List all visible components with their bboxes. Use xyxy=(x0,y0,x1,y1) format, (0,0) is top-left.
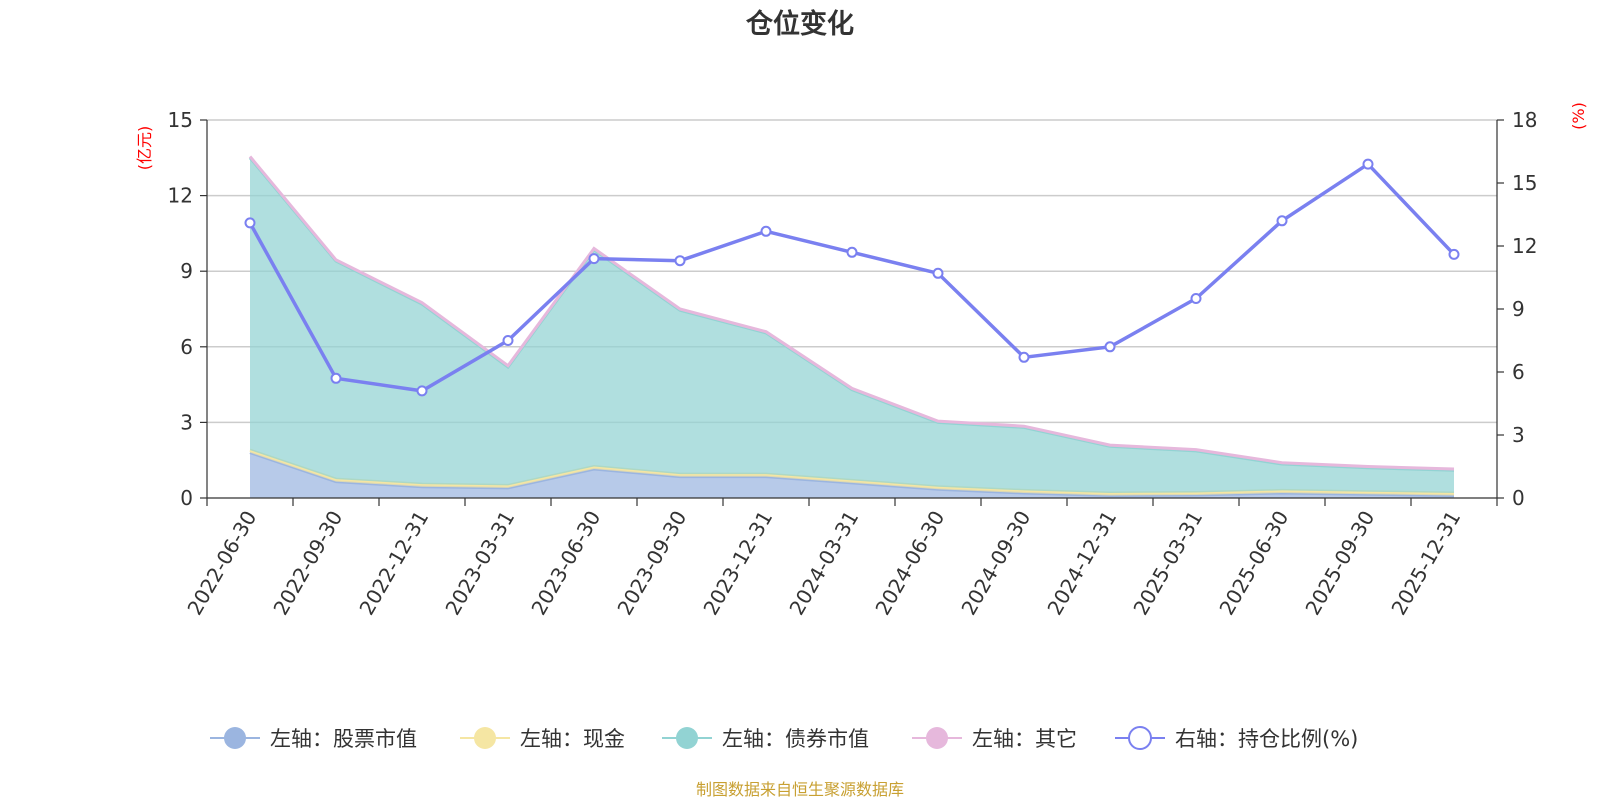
stacked-areas xyxy=(248,155,1455,498)
ratio-point xyxy=(760,225,772,237)
x-axis-tick-label: 2022-12-31 xyxy=(354,507,433,620)
ratio-point xyxy=(674,255,686,267)
legend-marker xyxy=(676,727,698,749)
right-axis-tick-label: 12 xyxy=(1512,234,1537,258)
ratio-point xyxy=(846,246,858,258)
ratio-point xyxy=(932,267,944,279)
x-axis-tick-label: 2025-12-31 xyxy=(1386,507,1465,620)
left-axis-tick-label: 9 xyxy=(180,259,193,283)
ratio-point xyxy=(1018,351,1030,363)
ratio-point xyxy=(416,385,428,397)
legend-label: 左轴：其它 xyxy=(972,727,1077,751)
x-axis-tick-label: 2022-06-30 xyxy=(182,507,261,620)
ratio-point xyxy=(1362,158,1374,170)
data-source-note: 制图数据来自恒生聚源数据库 xyxy=(695,780,904,799)
ratio-point xyxy=(502,335,514,346)
ratio-point xyxy=(244,217,256,229)
ratio-point xyxy=(1104,341,1116,353)
legend-marker xyxy=(474,727,496,749)
left-axis-tick-label: 0 xyxy=(180,486,193,510)
ratio-line-series xyxy=(244,158,1460,397)
x-axis-tick-label: 2025-06-30 xyxy=(1214,507,1293,620)
left-axis-tick-label: 15 xyxy=(168,108,193,132)
right-axis-tick-label: 9 xyxy=(1512,297,1525,321)
area-左轴：股票市值 xyxy=(250,452,1454,498)
legend-label: 左轴：现金 xyxy=(520,727,625,751)
area-左轴：债券市值 xyxy=(250,157,1454,494)
x-axis-tick-label: 2024-09-30 xyxy=(956,507,1035,620)
legend-label: 左轴：股票市值 xyxy=(270,727,417,751)
right-axis-tick-label: 18 xyxy=(1512,108,1537,132)
right-axis-tick-label: 0 xyxy=(1512,486,1525,510)
left-axis-tick-label: 3 xyxy=(180,410,193,434)
chart-title: 仓位变化 xyxy=(746,9,854,40)
legend-label: 左轴：债券市值 xyxy=(722,727,869,751)
ratio-point xyxy=(1276,215,1288,227)
right-axis-tick-label: 15 xyxy=(1512,171,1537,195)
left-axis-tick-label: 12 xyxy=(168,184,193,208)
area-edge-左轴：其它 xyxy=(248,155,1455,471)
legend-marker xyxy=(926,727,948,749)
right-axis-tick-label: 3 xyxy=(1512,423,1525,447)
ratio-point xyxy=(1448,248,1460,260)
legend: 左轴：股票市值 左轴：现金 左轴：债券市值 左轴：其它 右轴：持仓比例(%) xyxy=(210,726,1358,751)
x-axis-tick-label: 2022-09-30 xyxy=(268,507,347,620)
x-axis-tick-label: 2023-12-31 xyxy=(698,507,777,620)
x-axis-tick-label: 2023-09-30 xyxy=(612,507,691,620)
right-axis-unit: (%) xyxy=(1569,102,1588,130)
x-axis-tick-label: 2023-03-31 xyxy=(440,507,519,620)
left-axis-unit: (亿元) xyxy=(135,126,154,171)
x-axis-tick-label: 2024-03-31 xyxy=(784,507,863,620)
ratio-point xyxy=(330,372,342,384)
x-axis-tick-label: 2025-03-31 xyxy=(1128,507,1207,620)
ratio-point xyxy=(588,253,600,265)
right-axis-tick-label: 6 xyxy=(1512,360,1525,384)
x-axis-tick-label: 2023-06-30 xyxy=(526,507,605,620)
ratio-point xyxy=(1190,293,1202,304)
legend-marker xyxy=(1128,726,1152,750)
x-axis-tick-label: 2024-06-30 xyxy=(870,507,949,620)
x-axis-tick-label: 2025-09-30 xyxy=(1300,507,1379,620)
left-axis-tick-label: 6 xyxy=(180,335,193,359)
x-axis-tick-label: 2024-12-31 xyxy=(1042,507,1121,620)
legend-label: 右轴：持仓比例(%) xyxy=(1175,727,1358,751)
legend-marker xyxy=(224,727,246,749)
